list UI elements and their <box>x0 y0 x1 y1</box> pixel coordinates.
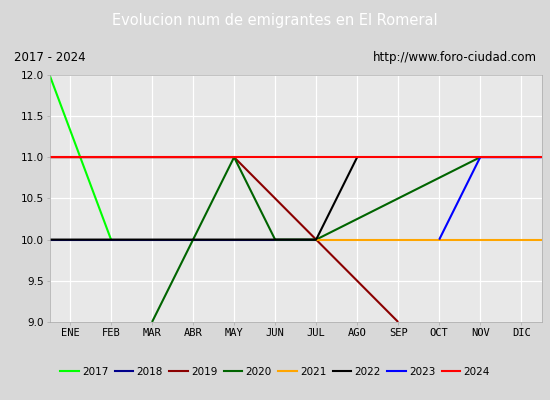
Text: http://www.foro-ciudad.com: http://www.foro-ciudad.com <box>372 51 536 64</box>
Legend: 2017, 2018, 2019, 2020, 2021, 2022, 2023, 2024: 2017, 2018, 2019, 2020, 2021, 2022, 2023… <box>56 363 494 381</box>
Text: 2017 - 2024: 2017 - 2024 <box>14 51 85 64</box>
Text: Evolucion num de emigrantes en El Romeral: Evolucion num de emigrantes en El Romera… <box>112 14 438 28</box>
